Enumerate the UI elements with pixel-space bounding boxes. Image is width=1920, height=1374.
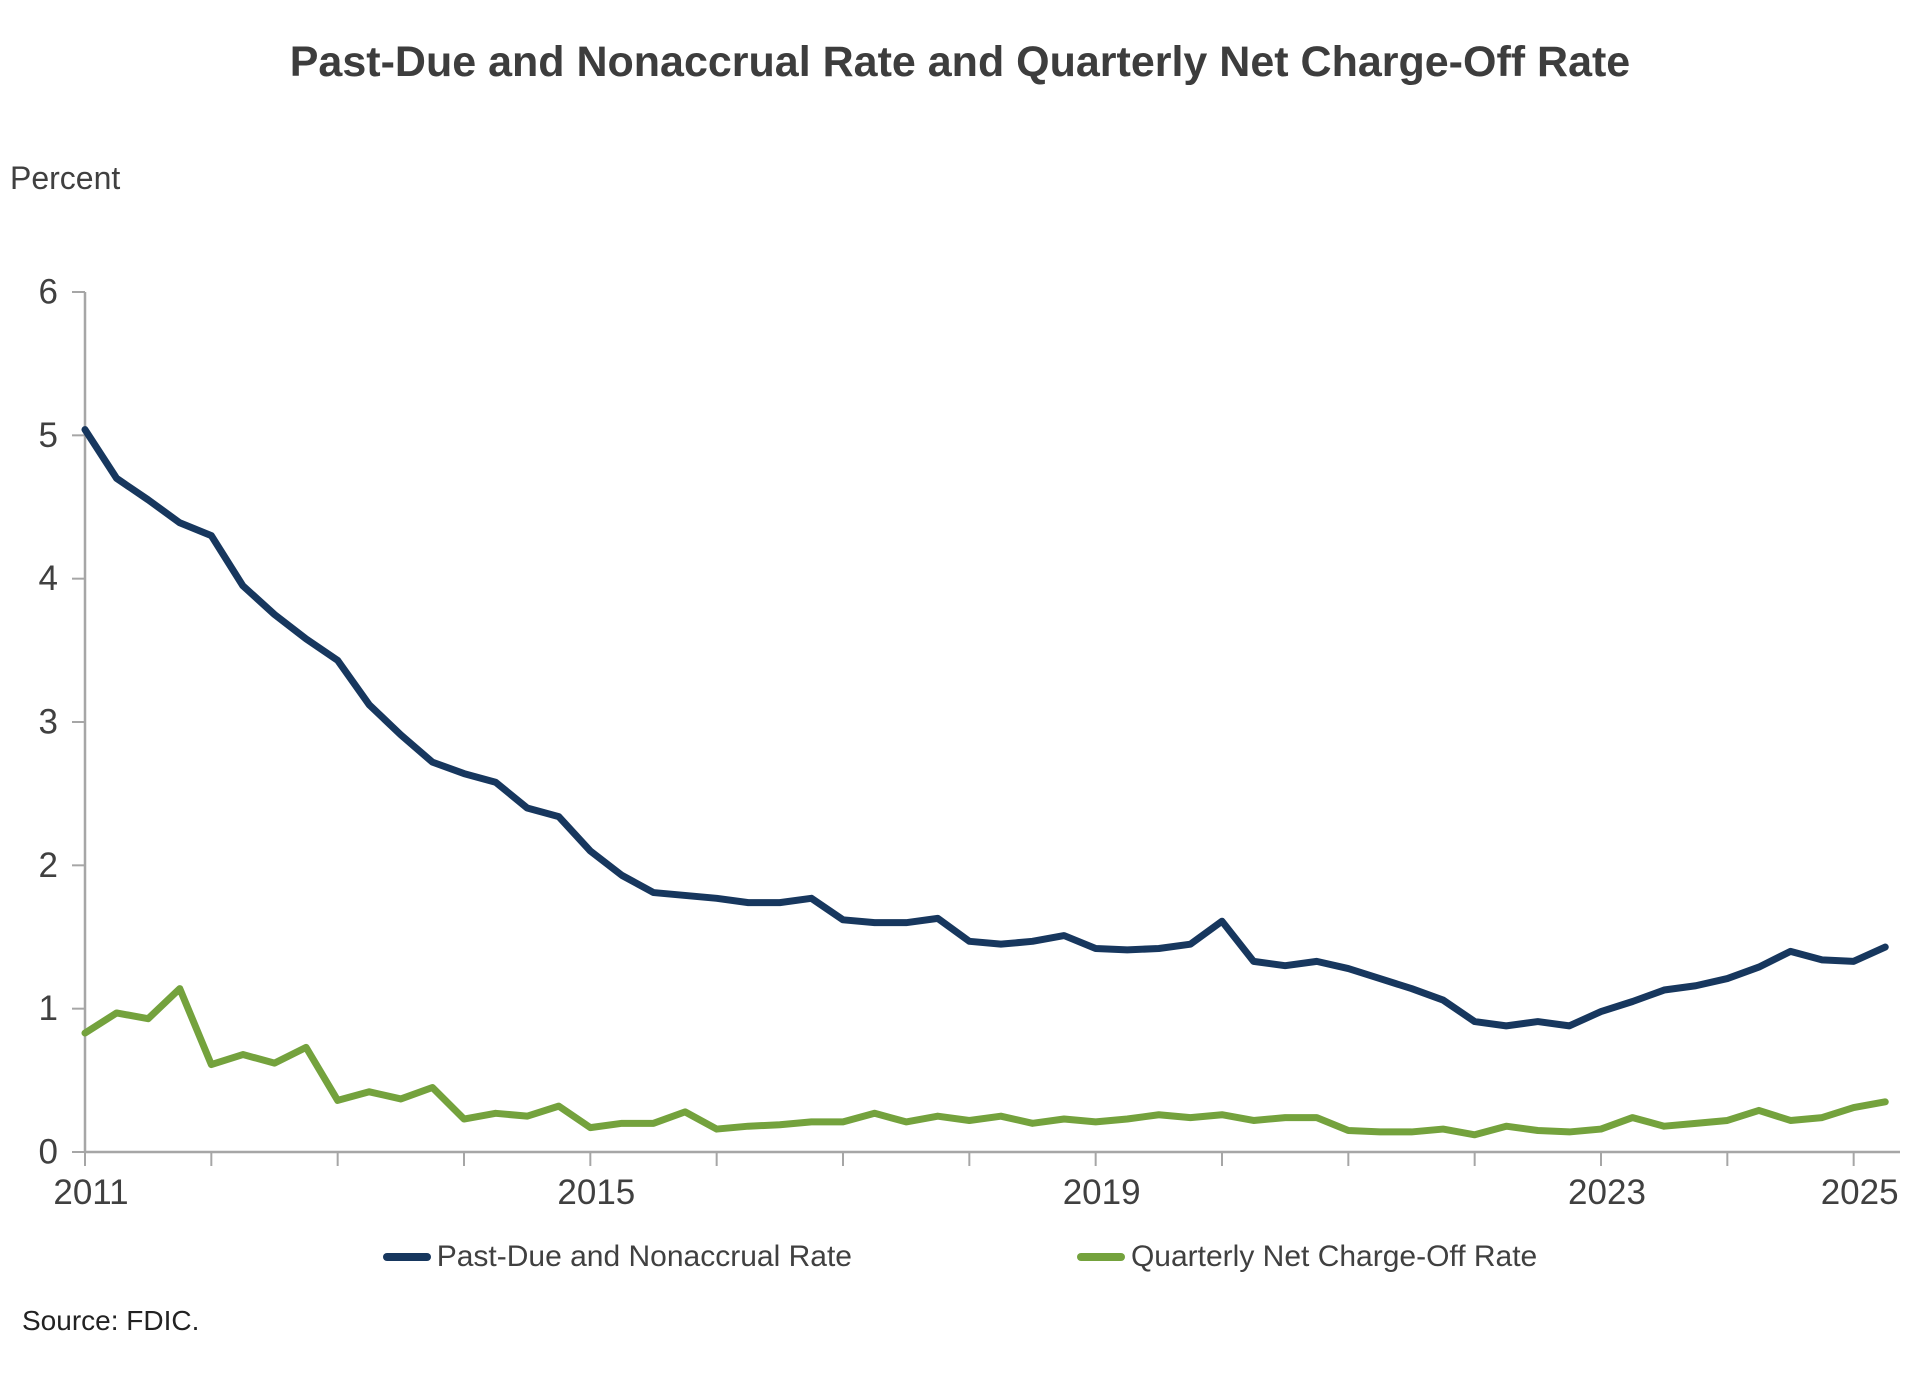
chart-legend: Past-Due and Nonaccrual Rate Quarterly N… — [0, 1240, 1920, 1274]
y-tick-label: 5 — [39, 416, 58, 455]
y-tick-label: 2 — [39, 846, 58, 885]
legend-label-charge-off: Quarterly Net Charge-Off Rate — [1130, 1240, 1538, 1273]
y-tick-label: 3 — [39, 703, 58, 742]
legend-label-past-due: Past-Due and Nonaccrual Rate — [436, 1240, 852, 1273]
x-tick-label: 2023 — [1568, 1173, 1646, 1212]
x-tick-label: 2019 — [1063, 1173, 1141, 1212]
past-due-nonaccrual-line — [81, 426, 1889, 1030]
y-axis-unit-label: Percent — [10, 160, 121, 196]
legend-item-past-due: Past-Due and Nonaccrual Rate — [382, 1240, 852, 1274]
legend-item-charge-off: Quarterly Net Charge-Off Rate — [1076, 1240, 1538, 1274]
chart-title: Past-Due and Nonaccrual Rate and Quarter… — [289, 38, 1631, 86]
charge-off-line-swatch-icon — [1076, 1253, 1125, 1261]
past-due-line-swatch-icon — [382, 1253, 431, 1261]
y-tick-label: 4 — [39, 559, 58, 598]
source-note: Source: FDIC. — [22, 1305, 200, 1336]
x-tick-label: 2015 — [557, 1173, 635, 1212]
y-tick-label: 1 — [39, 989, 58, 1028]
y-tick-label: 0 — [39, 1133, 58, 1172]
x-tick-label: 2011 — [53, 1173, 128, 1212]
x-tick-label: 2025 — [1821, 1173, 1899, 1212]
net-charge-off-line — [81, 985, 1889, 1139]
y-tick-label: 6 — [39, 273, 58, 312]
